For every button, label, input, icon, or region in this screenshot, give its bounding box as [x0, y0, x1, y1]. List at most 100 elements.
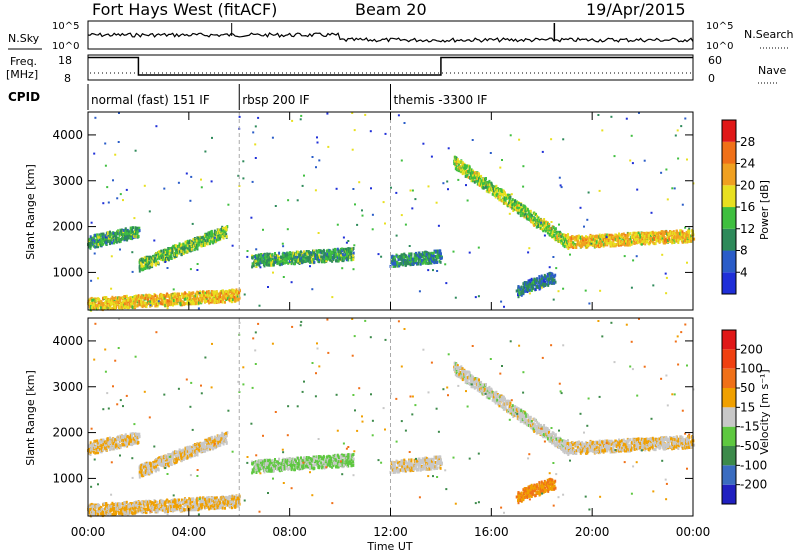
power-echo — [468, 165, 471, 169]
power-echo — [458, 163, 461, 167]
power-echo — [652, 234, 655, 238]
power-echo — [183, 246, 186, 250]
power-echo — [290, 281, 293, 284]
power-echo — [485, 177, 487, 180]
power-echo — [199, 296, 202, 300]
power-echo — [578, 243, 581, 247]
power-echo — [180, 249, 183, 253]
power-echo — [152, 256, 155, 260]
power-echo — [651, 239, 654, 243]
power-echo — [304, 252, 307, 256]
velocity-echo — [154, 463, 157, 467]
velocity-echo — [93, 445, 96, 449]
power-echo — [495, 190, 498, 194]
power-echo — [110, 237, 113, 241]
power-echo — [361, 214, 364, 217]
power-echo — [172, 299, 175, 303]
power-echo — [544, 282, 547, 286]
power-echo — [342, 236, 345, 239]
power-echo — [528, 292, 531, 295]
power-echo — [519, 214, 522, 218]
power-echo — [172, 300, 175, 304]
power-echo — [97, 307, 100, 311]
power-echo — [174, 298, 177, 302]
power-echo — [182, 251, 185, 255]
power-echo — [110, 255, 113, 258]
power-echo — [600, 244, 602, 248]
power-echo — [549, 226, 552, 230]
power-echo — [172, 303, 174, 307]
power-echo — [143, 256, 146, 260]
power-echo — [185, 294, 188, 298]
nsky-frame — [87, 20, 694, 50]
cpid-segment-label: normal (fast) 151 IF — [91, 93, 210, 107]
power-echo — [114, 296, 117, 300]
power-echo — [629, 239, 632, 243]
power-echo — [397, 114, 400, 117]
power-echo — [392, 258, 395, 261]
power-echo — [138, 229, 141, 233]
power-echo — [307, 259, 310, 263]
power-echo — [659, 237, 662, 241]
power-echo — [231, 294, 233, 298]
power-echo — [530, 214, 533, 217]
power-echo — [520, 285, 523, 289]
power-echo — [318, 159, 321, 162]
power-echo — [485, 189, 488, 193]
power-echo — [229, 294, 232, 297]
power-echo — [463, 169, 466, 173]
power-echo — [345, 241, 348, 244]
power-echo — [644, 235, 646, 239]
power-echo — [433, 261, 436, 265]
power-echo — [90, 238, 93, 242]
power-echo — [142, 294, 145, 298]
power-echo — [489, 152, 492, 154]
power-echo — [92, 304, 95, 308]
power-echo — [140, 298, 143, 301]
power-echo — [268, 252, 271, 256]
power-echo — [216, 298, 219, 302]
velocity-echo — [141, 466, 144, 469]
power-echo — [270, 263, 273, 267]
velocity-echo — [102, 442, 105, 446]
nsky-trace — [87, 23, 694, 43]
velocity-echo — [99, 447, 101, 451]
power-echo — [400, 159, 403, 162]
power-echo — [567, 247, 570, 250]
power-echo — [503, 198, 506, 202]
power-echo — [612, 239, 615, 243]
power-echo — [671, 238, 674, 242]
power-echo — [447, 147, 450, 150]
velocity-echo — [135, 435, 137, 439]
power-echo — [636, 188, 639, 191]
power-echo — [326, 112, 329, 115]
power-echo — [620, 240, 623, 243]
power-echo — [222, 298, 224, 302]
power-echo — [339, 254, 342, 257]
power-echo — [112, 179, 114, 182]
power-echo — [187, 298, 190, 301]
power-echo — [131, 270, 134, 273]
power-echo — [410, 252, 413, 256]
power-echo — [130, 226, 133, 230]
power-echo — [399, 262, 402, 266]
velocity-echo — [149, 461, 152, 465]
power-echo — [432, 254, 435, 258]
power-echo — [427, 269, 430, 272]
power-echo — [261, 257, 264, 261]
power-echo — [616, 238, 619, 242]
power-echo — [238, 115, 241, 118]
power-echo — [316, 141, 319, 144]
power-echo — [398, 264, 401, 268]
power-echo — [610, 233, 613, 237]
power-echo — [148, 293, 151, 297]
power-echo — [124, 227, 127, 231]
power-echo — [154, 257, 157, 261]
velocity-echo — [133, 440, 136, 444]
power-echo — [422, 261, 425, 265]
power-echo — [495, 184, 498, 188]
power-echo — [109, 303, 112, 307]
power-echo — [553, 278, 555, 282]
power-echo — [170, 248, 173, 252]
power-echo — [211, 237, 214, 241]
